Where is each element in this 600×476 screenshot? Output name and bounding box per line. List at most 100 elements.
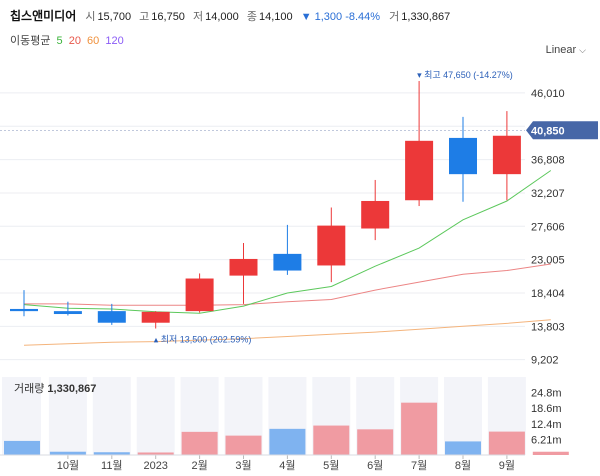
price-tick-label: 13,803	[531, 321, 565, 333]
x-tick-label: 8월	[455, 459, 471, 472]
x-tick-label: 3월	[235, 459, 251, 472]
moving-average-legend: 이동평균 5 20 60 120	[10, 32, 127, 48]
x-tick-label: 5월	[323, 459, 339, 472]
scale-label: Linear	[545, 44, 577, 56]
x-tick-label: 10월	[57, 459, 79, 472]
ma-5-line	[23, 170, 552, 314]
moving-average-label: 이동평균	[10, 35, 51, 47]
price-tick-label: 32,207	[531, 188, 565, 200]
volume-column-bg	[180, 377, 219, 455]
volume-tick-label: 6.21m	[531, 434, 562, 446]
volume-bar	[357, 429, 394, 455]
volume-bar	[93, 452, 130, 455]
volume-bar	[225, 435, 262, 455]
candle	[317, 207, 346, 283]
ma-20-label[interactable]: 20	[68, 35, 81, 47]
high-value: 16,750	[151, 11, 185, 23]
candle	[273, 224, 302, 275]
stock-name: 칩스앤미디어	[10, 9, 77, 23]
volume-column-bg	[136, 377, 175, 455]
candle-body	[53, 311, 82, 315]
candle-body	[536, 133, 565, 136]
volume-bar	[49, 451, 86, 455]
volume-column-bg	[487, 377, 526, 455]
candle	[536, 132, 565, 138]
volume-column-bg	[444, 377, 482, 455]
price-tick-label: 9,202	[531, 355, 559, 367]
volume-bar	[313, 425, 350, 455]
x-tick-label: 4월	[279, 459, 295, 472]
ma-60-label[interactable]: 60	[87, 35, 100, 47]
volume-label: 거래량 1,330,867	[14, 382, 96, 395]
price-tick-label: 36,808	[531, 155, 565, 167]
candle-body	[273, 253, 302, 271]
candle-body	[97, 311, 126, 323]
candle	[53, 301, 82, 316]
low-label: 저	[193, 11, 204, 23]
volume-column-bg	[268, 377, 307, 455]
volume-tick-label: 24.8m	[531, 388, 562, 400]
volume-column-bg	[400, 377, 439, 455]
chevron-down-icon: ⌵	[579, 45, 586, 55]
volume-value: 1,330,867	[401, 11, 451, 23]
candle-body	[405, 140, 434, 201]
price-tick-label: 27,606	[531, 221, 565, 233]
candle-body	[492, 135, 521, 175]
volume-column-bg	[356, 377, 395, 455]
high-annotation: ▾ 최고 47,650 (-14.27%)	[417, 70, 513, 80]
ma-5-label[interactable]: 5	[56, 35, 63, 47]
price-tick-label: 41,409	[531, 121, 565, 133]
candle	[405, 81, 434, 207]
candle	[449, 116, 477, 202]
x-tick-label: 7월	[411, 459, 427, 472]
open-label: 시	[85, 11, 96, 23]
candle	[185, 273, 214, 313]
volume-column-bg	[92, 377, 131, 455]
scale-selector[interactable]: Linear ⌵	[546, 44, 586, 56]
candle	[141, 311, 170, 329]
candle-body	[449, 137, 477, 175]
volume-bars	[4, 402, 569, 455]
candle	[97, 303, 126, 325]
volume-bar	[269, 428, 306, 455]
price-gridlines	[0, 92, 525, 361]
volume-column-bg	[224, 377, 263, 455]
open-value: 15,700	[97, 11, 132, 23]
volume-column-bg	[48, 377, 87, 455]
price-tick-label: 23,005	[531, 255, 565, 267]
volume-bar	[401, 402, 438, 455]
ma-120-label[interactable]: 120	[105, 35, 124, 47]
x-tick-label: 2023	[143, 460, 167, 472]
candle	[492, 111, 521, 201]
candle	[361, 179, 390, 241]
low-value: 14,000	[205, 11, 239, 23]
price-tick-label: 18,404	[531, 288, 565, 300]
volume-bar	[532, 451, 569, 455]
change-value: ▼ 1,300 -8.44%	[300, 11, 381, 23]
price-tick-label: 46,010	[531, 88, 565, 100]
volume-bar	[445, 441, 481, 455]
quote-header: 칩스앤미디어 시 15,700 고 16,750 저 14,000 종 14,100 ▼…	[10, 7, 455, 24]
candle	[229, 243, 258, 304]
volume-bar	[181, 431, 218, 455]
x-tick-label: 2월	[191, 459, 207, 472]
ma-20-line	[24, 263, 551, 306]
candle-body	[185, 278, 214, 312]
volume-label-value: 1,330,867	[47, 383, 96, 395]
candle-body	[361, 200, 390, 229]
candle	[10, 290, 38, 317]
current-price-badge	[526, 121, 598, 140]
low-annotation: ▴ 최저 13,500 (202.59%)	[154, 335, 252, 345]
current-price-label: 40,850	[531, 125, 565, 137]
candles	[10, 81, 565, 329]
close-label: 종	[246, 11, 257, 23]
chart-background	[2, 377, 526, 455]
volume-bar	[488, 431, 525, 455]
ma-60-line	[23, 319, 551, 346]
candle-body	[141, 311, 170, 323]
x-tick-label: 9월	[499, 459, 515, 472]
close-value: 14,100	[258, 11, 293, 23]
x-tick-label: 11월	[101, 459, 123, 472]
